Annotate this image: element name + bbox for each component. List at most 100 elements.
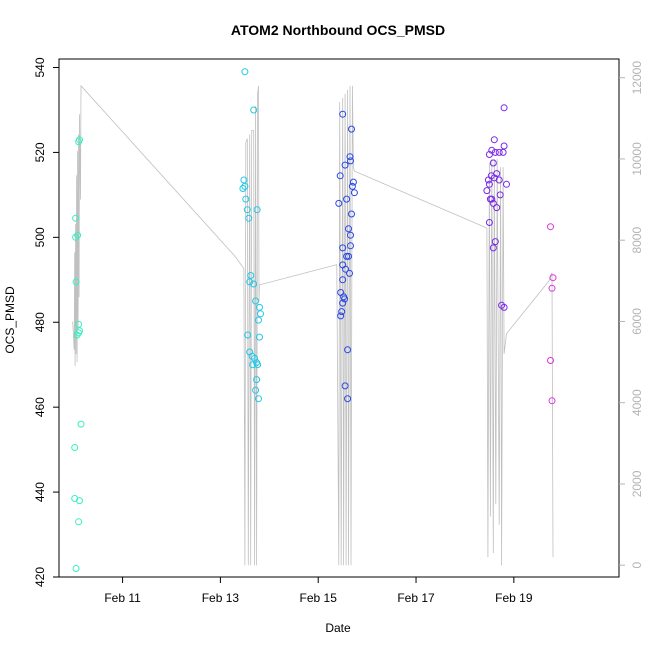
secondary-line-layer xyxy=(72,84,554,566)
y-tick-label: 460 xyxy=(33,397,47,417)
data-point xyxy=(348,182,356,190)
data-point xyxy=(348,125,355,133)
x-axis: Feb 11 Feb 13 Feb 15 Feb 17 Feb 19 xyxy=(104,577,533,605)
data-point xyxy=(75,518,83,526)
data-point xyxy=(343,195,351,203)
data-point xyxy=(341,295,349,303)
data-point xyxy=(499,148,507,156)
data-point xyxy=(252,386,260,394)
x-tick-label: Feb 15 xyxy=(300,591,338,605)
chart-title: ATOM2 Northbound OCS_PMSD xyxy=(231,22,445,38)
x-tick-label: Feb 17 xyxy=(397,591,435,605)
data-point xyxy=(253,376,261,384)
y2-tick-label: 2000 xyxy=(630,470,644,497)
data-point xyxy=(490,136,498,144)
data-point xyxy=(489,244,497,252)
data-point xyxy=(255,316,262,324)
data-point xyxy=(72,214,80,222)
data-point xyxy=(251,354,259,362)
data-point xyxy=(489,199,497,207)
data-point xyxy=(338,308,346,316)
data-point xyxy=(347,231,354,239)
data-point xyxy=(336,172,344,180)
data-point xyxy=(239,185,247,192)
x-tick-label: Feb 13 xyxy=(202,591,240,605)
data-point xyxy=(335,199,343,207)
points-layer xyxy=(71,68,557,572)
data-point xyxy=(250,280,258,288)
data-point xyxy=(257,310,264,318)
y-tick-label: 500 xyxy=(33,227,47,247)
data-point xyxy=(241,182,249,190)
data-point xyxy=(337,312,345,320)
y2-tick-label: 6000 xyxy=(630,308,644,335)
data-point xyxy=(495,176,503,184)
data-point xyxy=(346,269,353,277)
data-point xyxy=(500,142,508,150)
data-point xyxy=(255,395,262,403)
data-point xyxy=(241,68,249,76)
data-point xyxy=(256,303,263,311)
x-tick-label: Feb 19 xyxy=(495,591,533,605)
data-point xyxy=(71,444,79,451)
data-point xyxy=(483,187,491,195)
data-point xyxy=(350,189,358,197)
data-point xyxy=(342,265,350,273)
x-axis-label: Date xyxy=(325,621,351,635)
data-point xyxy=(343,252,351,260)
data-point xyxy=(347,242,354,250)
data-point xyxy=(485,180,493,188)
data-point xyxy=(76,136,83,144)
data-point xyxy=(549,274,557,282)
data-point xyxy=(503,180,510,188)
data-point xyxy=(339,244,347,252)
data-point xyxy=(252,297,260,305)
y-tick-label: 480 xyxy=(33,312,47,332)
data-point xyxy=(347,157,354,165)
secondary-series-line xyxy=(72,84,554,566)
data-point xyxy=(485,151,493,158)
data-point xyxy=(256,333,263,341)
data-point xyxy=(547,223,554,231)
data-point xyxy=(242,195,250,203)
y2-tick-label: 4000 xyxy=(630,389,644,416)
data-point xyxy=(250,106,258,114)
data-point xyxy=(240,176,248,184)
data-point xyxy=(76,327,83,335)
data-point xyxy=(72,233,80,241)
data-point xyxy=(548,397,556,405)
y-tick-label: 420 xyxy=(33,567,47,587)
data-point xyxy=(496,191,504,199)
data-point xyxy=(76,497,83,505)
data-point xyxy=(246,278,254,286)
data-point xyxy=(348,210,355,218)
data-point xyxy=(341,382,349,390)
data-point xyxy=(339,276,347,284)
data-point xyxy=(344,346,352,354)
data-point xyxy=(339,110,347,118)
data-point xyxy=(488,195,496,203)
data-point xyxy=(491,238,499,246)
data-point xyxy=(489,159,497,167)
data-point xyxy=(344,395,352,403)
data-point xyxy=(500,104,508,112)
data-point xyxy=(72,278,80,286)
y-tick-label: 520 xyxy=(33,142,47,162)
data-point xyxy=(345,252,352,260)
y2-tick-label: 10000 xyxy=(630,142,644,176)
data-point xyxy=(249,361,257,369)
data-point xyxy=(484,176,492,184)
data-point xyxy=(254,361,262,369)
data-point xyxy=(491,148,499,156)
x-tick-label: Feb 11 xyxy=(104,591,141,605)
plot-frame xyxy=(58,58,620,578)
data-point xyxy=(500,303,508,311)
data-point xyxy=(548,284,556,292)
data-point xyxy=(74,231,82,239)
data-point xyxy=(253,206,261,214)
data-point xyxy=(245,214,253,222)
y2-tick-label: 12000 xyxy=(630,61,644,95)
y2-tick-label: 8000 xyxy=(630,227,644,254)
data-point xyxy=(341,161,349,169)
